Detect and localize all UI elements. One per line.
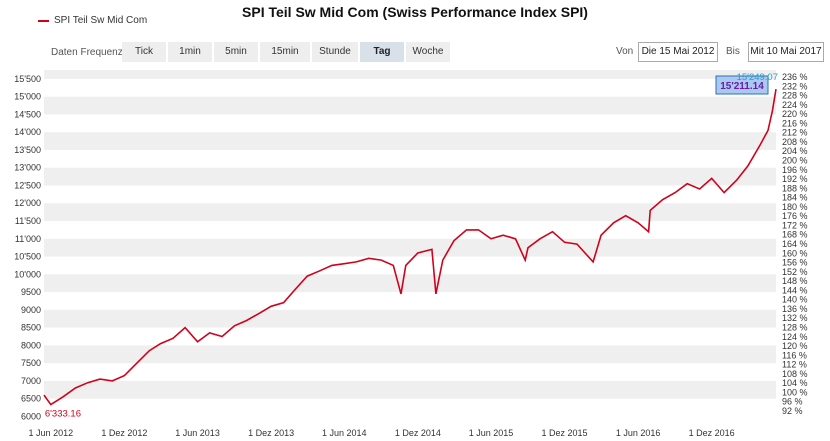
right-axis-label: 188 % [782, 183, 808, 193]
grid-band [44, 96, 776, 115]
right-axis-label: 128 % [782, 323, 808, 333]
right-axis-label: 208 % [782, 137, 808, 147]
y-tick-label: 15'000 [14, 92, 41, 102]
y-tick-label: 8500 [21, 323, 41, 333]
y-tick-label: 14'000 [14, 127, 41, 137]
to-label: Bis [726, 46, 740, 57]
grid-band [44, 380, 776, 399]
y-tick-label: 7500 [21, 358, 41, 368]
right-axis-label: 108 % [782, 369, 808, 379]
grid-band [44, 345, 776, 364]
grid-band [44, 132, 776, 150]
right-axis-label: 92 % [782, 406, 803, 416]
from-label: Von [616, 46, 634, 57]
frequency-woche-button[interactable]: Woche [406, 42, 450, 62]
frequency-1min-button[interactable]: 1min [168, 42, 212, 62]
x-tick-label: 1 Dez 2016 [689, 428, 735, 438]
y-tick-label: 6000 [21, 411, 41, 421]
x-tick-label: 1 Dez 2015 [542, 428, 588, 438]
x-tick-label: 1 Jun 2012 [29, 428, 74, 438]
right-axis-label: 236 % [782, 72, 808, 82]
right-axis-label: 220 % [782, 109, 808, 119]
y-tick-label: 10'000 [14, 269, 41, 279]
x-tick-label: 1 Dez 2014 [395, 428, 441, 438]
legend[interactable]: SPI Teil Sw Mid Com [38, 15, 147, 26]
y-tick-label: 7000 [21, 376, 41, 386]
right-axis-label: 212 % [782, 128, 808, 138]
right-axis-label: 156 % [782, 258, 808, 268]
right-axis-label: 184 % [782, 193, 808, 203]
y-tick-label: 11'000 [15, 234, 41, 244]
to-date-input[interactable]: Mit 10 Mai 2017 [748, 42, 824, 62]
right-axis-label: 200 % [782, 156, 808, 166]
x-tick-label: 1 Jun 2016 [616, 428, 661, 438]
frequency-label: Daten Frequenz [51, 47, 123, 58]
x-tick-label: 1 Dez 2012 [101, 428, 147, 438]
right-axis-label: 176 % [782, 211, 808, 221]
right-axis-label: 160 % [782, 248, 808, 258]
right-axis-label: 164 % [782, 239, 808, 249]
y-tick-label: 12'000 [14, 198, 41, 208]
right-axis-label: 148 % [782, 276, 808, 286]
chart-title: SPI Teil Sw Mid Com (Swiss Performance I… [242, 4, 588, 20]
frequency-stunde-button[interactable]: Stunde [312, 42, 358, 62]
right-axis-label: 228 % [782, 91, 808, 101]
grid-band [44, 167, 776, 186]
x-tick-label: 1 Jun 2014 [322, 428, 367, 438]
frequency-tick-button[interactable]: Tick [122, 42, 166, 62]
grid-band [44, 309, 776, 328]
x-tick-label: 1 Jun 2015 [469, 428, 514, 438]
right-axis-label: 144 % [782, 285, 808, 295]
last-value-label: 15'211.14 [720, 81, 764, 92]
right-axis-label: 116 % [782, 350, 807, 360]
right-axis-label: 180 % [782, 202, 808, 212]
high-value-label: 15'249.07 [737, 72, 778, 83]
y-tick-label: 9000 [21, 305, 41, 315]
right-axis-label: 204 % [782, 146, 808, 156]
right-axis-label: 224 % [782, 100, 808, 110]
right-axis-label: 168 % [782, 230, 808, 240]
right-axis-label: 132 % [782, 313, 808, 323]
legend-swatch [38, 19, 49, 22]
right-axis-label: 216 % [782, 118, 808, 128]
right-axis-label: 172 % [782, 220, 808, 230]
right-axis-label: 96 % [782, 397, 803, 407]
frequency-15min-button[interactable]: 15min [260, 42, 310, 62]
frequency-tag-button[interactable]: Tag [360, 42, 404, 62]
x-tick-label: 1 Dez 2013 [248, 428, 294, 438]
last-value-box [715, 75, 769, 95]
right-axis-label: 140 % [782, 295, 808, 305]
right-axis-label: 120 % [782, 341, 808, 351]
y-tick-label: 10'500 [14, 252, 41, 262]
grid-band [44, 274, 776, 293]
right-axis-label: 136 % [782, 304, 808, 314]
right-axis-label: 152 % [782, 267, 808, 277]
right-axis-label: 232 % [782, 81, 808, 91]
right-axis-label: 124 % [782, 332, 808, 342]
y-tick-label: 13'500 [14, 145, 41, 155]
from-date-input[interactable]: Die 15 Mai 2012 [638, 42, 718, 62]
grid-band [44, 203, 776, 222]
y-tick-label: 9500 [21, 287, 41, 297]
right-axis-label: 196 % [782, 165, 808, 175]
y-tick-label: 11'500 [15, 216, 41, 226]
y-tick-label: 13'000 [14, 163, 41, 173]
y-tick-label: 14'500 [14, 109, 41, 119]
series-line [43, 88, 777, 406]
x-tick-label: 1 Jun 2013 [175, 428, 220, 438]
grid-band [44, 70, 776, 79]
y-tick-label: 12'500 [14, 180, 41, 190]
right-axis-label: 100 % [782, 387, 808, 397]
grid-band [44, 238, 776, 257]
right-axis-label: 192 % [782, 174, 808, 184]
legend-label: SPI Teil Sw Mid Com [54, 15, 148, 26]
right-axis-label: 112 % [782, 360, 807, 370]
low-value-label: 6'333.16 [45, 409, 81, 420]
y-tick-label: 15'500 [14, 74, 41, 84]
y-tick-label: 8000 [21, 340, 41, 350]
y-tick-label: 6500 [21, 394, 41, 404]
frequency-5min-button[interactable]: 5min [214, 42, 258, 62]
right-axis-label: 104 % [782, 378, 808, 388]
